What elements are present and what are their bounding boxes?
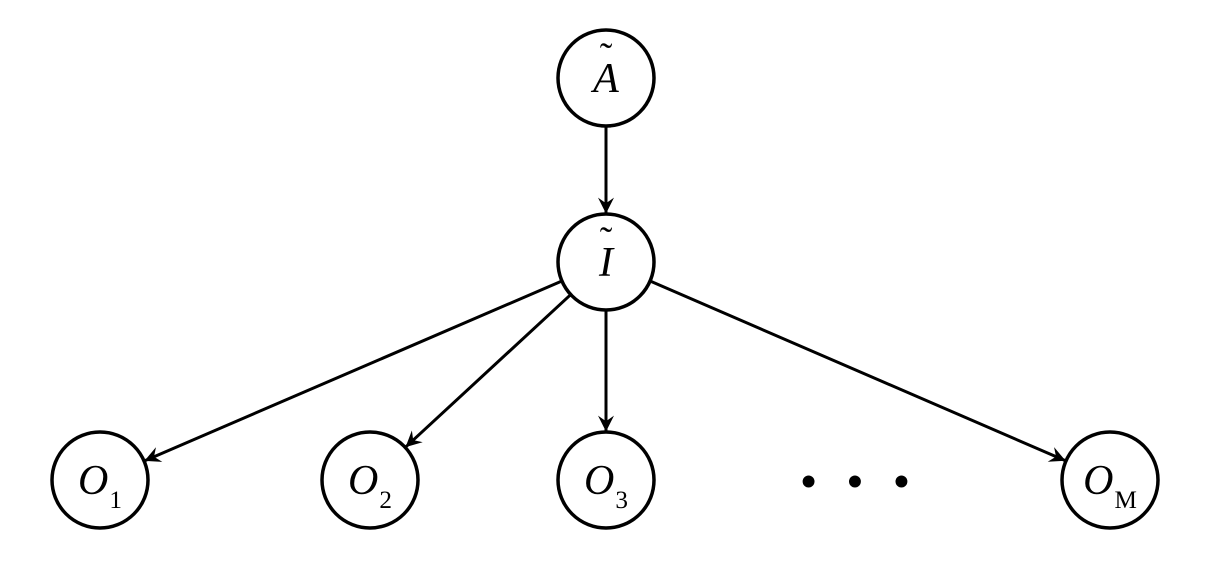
node-A-label: A [590,56,619,102]
node-A: ˜A [558,30,654,126]
node-O1-label: O1 [78,458,122,514]
node-O3-label: O3 [584,458,628,514]
node-I-label: I [598,240,615,286]
edge-I-O2 [407,295,571,447]
node-O2-label: O2 [348,458,392,514]
bayesian-tree-diagram: ˜A ˜I O1 O2 O3 OM • • • [0,0,1212,581]
ellipsis: • • • [801,457,919,506]
edge-I-OM [650,281,1064,460]
node-OM-label: OM [1083,458,1137,514]
node-OM: OM [1062,432,1158,528]
node-O2: O2 [322,432,418,528]
node-O1: O1 [52,432,148,528]
node-I: ˜I [558,214,654,310]
node-O3: O3 [558,432,654,528]
